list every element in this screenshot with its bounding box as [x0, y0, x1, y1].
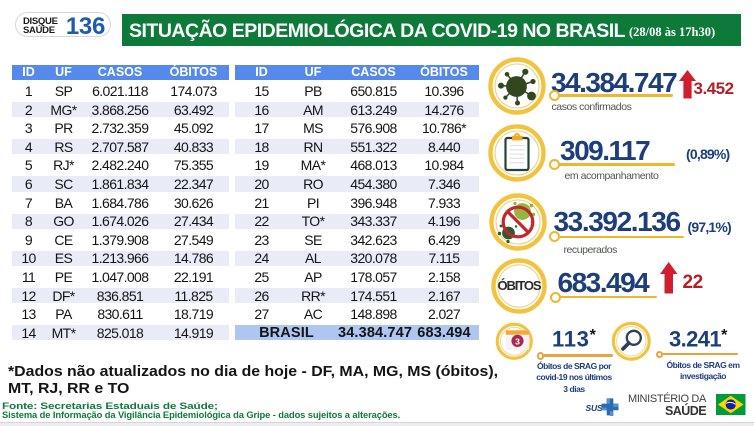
svg-text:3: 3	[515, 336, 520, 346]
